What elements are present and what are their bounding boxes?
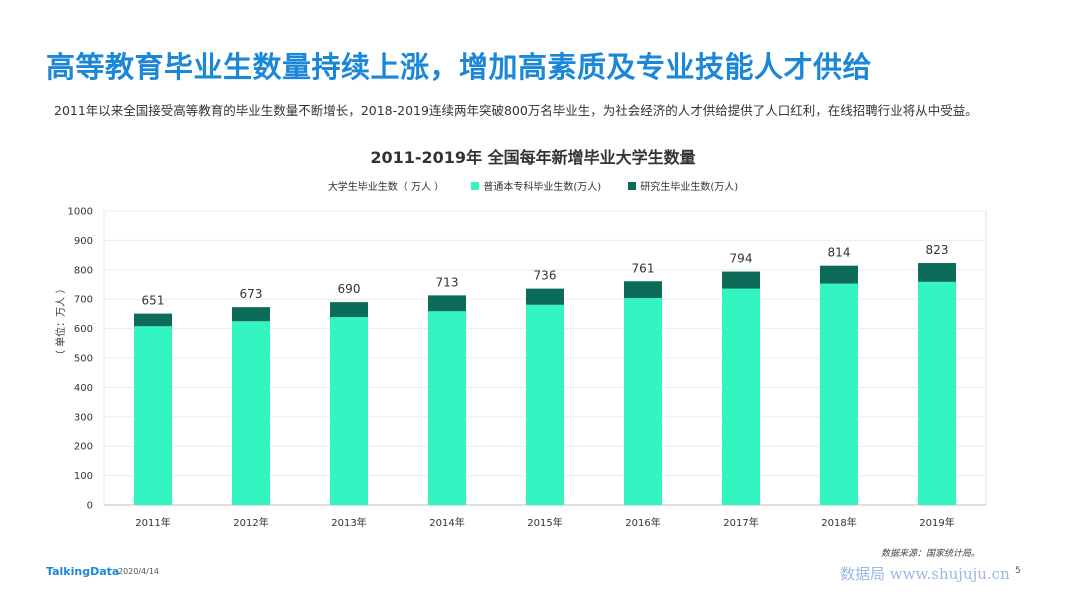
data-label-total: 761 xyxy=(632,261,655,275)
bar-undergrad xyxy=(232,321,270,505)
x-tick-label: 2017年 xyxy=(723,516,758,529)
page-headline: 高等教育毕业生数量持续上涨，增加高素质及专业技能人才供给 xyxy=(46,50,873,84)
bar-undergrad xyxy=(624,298,662,505)
y-tick-label: 600 xyxy=(74,324,93,335)
bar-graduate xyxy=(330,302,368,318)
data-label-total: 814 xyxy=(828,246,851,260)
data-label-total: 713 xyxy=(436,275,459,289)
bar-graduate xyxy=(624,281,662,299)
data-label-total: 736 xyxy=(534,269,557,283)
x-tick-label: 2016年 xyxy=(625,516,660,529)
y-tick-label: 900 xyxy=(74,236,93,247)
bar-undergrad xyxy=(134,326,172,505)
bar-graduate xyxy=(428,295,466,312)
x-tick-label: 2012年 xyxy=(233,516,268,529)
data-label-total: 690 xyxy=(338,282,361,296)
page-subtitle: 2011年以来全国接受高等教育的毕业生数量不断增长，2018-2019连续两年突… xyxy=(54,103,978,118)
x-tick-label: 2019年 xyxy=(919,516,954,529)
legend-swatch-graduate xyxy=(628,181,637,190)
watermark: 数据局 www.shujuju.cn xyxy=(840,565,1010,583)
x-tick-label: 2018年 xyxy=(821,516,856,529)
x-tick-label: 2013年 xyxy=(331,516,366,529)
footer-date: 2020/4/14 xyxy=(118,567,160,576)
y-tick-label: 500 xyxy=(74,354,93,365)
legend-swatch-undergrad xyxy=(471,181,480,190)
data-label-total: 823 xyxy=(926,243,949,257)
legend-label-undergrad: 普通本专科毕业生数(万人) xyxy=(483,182,602,193)
chart-title: 2011-2019年 全国每年新增毕业大学生数量 xyxy=(370,148,696,167)
bar-graduate xyxy=(722,271,760,289)
y-tick-label: 300 xyxy=(74,412,93,423)
x-tick-label: 2015年 xyxy=(527,516,562,529)
legend-label-totals: 大学生毕业生数（ 万人 ） xyxy=(327,182,445,193)
x-tick-label: 2011年 xyxy=(135,516,170,529)
legend-item-undergrad: 普通本专科毕业生数(万人) xyxy=(471,178,601,193)
bar-graduate xyxy=(820,265,858,284)
y-tick-label: 700 xyxy=(74,295,93,306)
bar-graduate xyxy=(232,307,270,322)
bar-undergrad xyxy=(820,283,858,505)
legend-item-totals: 大学生毕业生数（ 万人 ） xyxy=(328,178,444,193)
chart-legend: 大学生毕业生数（ 万人 ） 普通本专科毕业生数(万人) 研究生毕业生数(万人) xyxy=(0,178,1066,193)
bar-undergrad xyxy=(428,311,466,505)
data-label-total: 651 xyxy=(142,294,165,308)
y-tick-label: 400 xyxy=(74,383,93,394)
legend-label-graduate: 研究生毕业生数(万人) xyxy=(640,182,739,193)
bar-undergrad xyxy=(330,317,368,505)
y-tick-label: 100 xyxy=(74,471,93,482)
legend-item-graduate: 研究生毕业生数(万人) xyxy=(628,178,738,193)
data-label-total: 673 xyxy=(240,287,263,301)
bar-undergrad xyxy=(918,281,956,505)
y-tick-label: 200 xyxy=(74,442,93,453)
bar-undergrad xyxy=(722,288,760,505)
bar-graduate xyxy=(526,288,564,305)
y-tick-label: 0 xyxy=(87,501,93,512)
data-source: 数据来源：国家统计局。 xyxy=(880,549,980,559)
y-tick-label: 800 xyxy=(74,265,93,276)
data-label-total: 794 xyxy=(730,252,753,266)
page-number: 5 xyxy=(1015,566,1021,576)
talkingdata-logo: TalkingData xyxy=(46,565,120,578)
bar-graduate xyxy=(918,263,956,282)
bar-graduate xyxy=(134,313,172,327)
bar-undergrad xyxy=(526,304,564,505)
x-tick-label: 2014年 xyxy=(429,516,464,529)
y-tick-label: 1000 xyxy=(68,207,93,218)
